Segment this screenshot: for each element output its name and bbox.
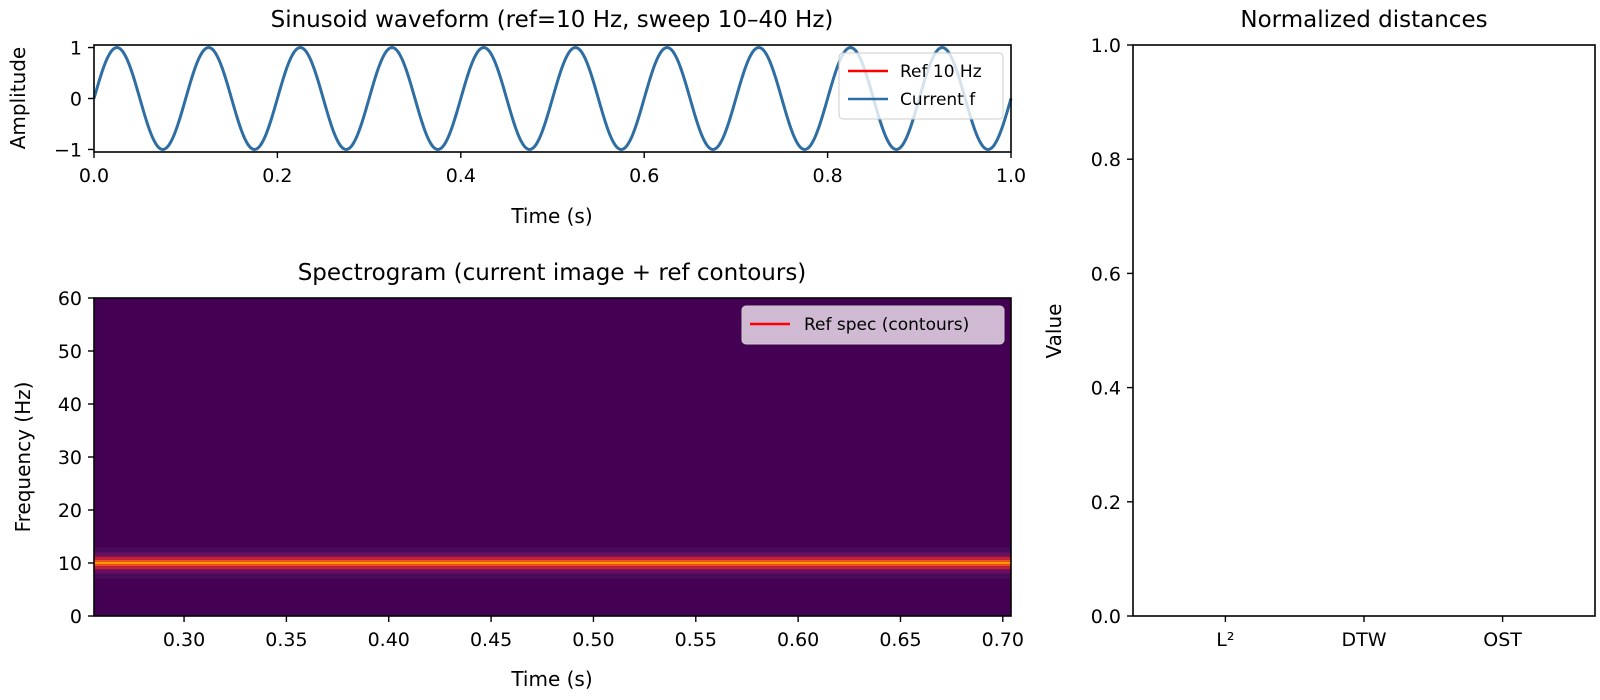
distances-xtick-label: DTW <box>1341 629 1386 651</box>
waveform-ytick-label: 1 <box>70 38 82 60</box>
spectrogram-legend: Ref spec (contours) <box>741 305 1005 345</box>
waveform-legend: Ref 10 Hz Current f <box>838 52 1004 120</box>
spectrogram-xtick-label: 0.55 <box>675 629 717 651</box>
spectrogram-ytick-label: 0 <box>70 606 82 628</box>
distances-ytick-label: 0.0 <box>1091 606 1121 628</box>
spectrogram-xtick-label: 0.70 <box>982 629 1024 651</box>
waveform-ytick-label: 0 <box>70 89 82 111</box>
spectrogram-xtick-label: 0.35 <box>265 629 307 651</box>
distances-ytick-label: 0.2 <box>1091 492 1121 514</box>
spectrogram-title: Spectrogram (current image + ref contour… <box>298 260 807 286</box>
spectrogram-band <box>94 573 1011 579</box>
legend-label-ref: Ref 10 Hz <box>900 62 982 82</box>
distances-ytick-label: 0.4 <box>1091 378 1121 400</box>
distances-ytick-label: 0.6 <box>1091 263 1121 285</box>
waveform-xtick-label: 0.2 <box>262 165 292 187</box>
waveform-xtick-label: 0.8 <box>812 165 842 187</box>
spectrogram-ytick-label: 40 <box>58 394 82 416</box>
spectrogram-xtick-label: 0.40 <box>368 629 410 651</box>
distances-xtick-label: OST <box>1483 629 1522 651</box>
distances-plot-area <box>1133 45 1595 616</box>
spectrogram-ytick-label: 10 <box>58 553 82 575</box>
legend-label-current: Current f <box>900 90 976 110</box>
spectrogram-band <box>94 559 1011 562</box>
distances-title: Normalized distances <box>1240 7 1487 33</box>
spectrogram-ylabel: Frequency (Hz) <box>11 382 35 533</box>
waveform-panel: Sinusoid waveform (ref=10 Hz, sweep 10–4… <box>6 7 1026 228</box>
waveform-xlabel: Time (s) <box>510 204 592 228</box>
distances-ylabel: Value <box>1042 304 1066 359</box>
distances-xtick-label: L² <box>1216 629 1234 651</box>
spectrogram-band <box>94 564 1011 567</box>
spectrogram-xtick-label: 0.30 <box>163 629 205 651</box>
spectrogram-band <box>94 547 1011 553</box>
spectrogram-band <box>94 569 1011 574</box>
spectrogram-band <box>94 556 1011 560</box>
waveform-xtick-label: 0.4 <box>446 165 476 187</box>
waveform-ytick-label: −1 <box>54 139 82 161</box>
spectrogram-legend-box <box>741 305 1005 345</box>
spectrogram-xlabel: Time (s) <box>510 667 592 691</box>
spectrogram-ytick-label: 60 <box>58 288 82 310</box>
waveform-legend-box <box>838 52 1004 120</box>
spectrogram-panel: Spectrogram (current image + ref contour… <box>11 260 1024 691</box>
spectrogram-band <box>94 566 1011 570</box>
distances-panel: Normalized distances L² DTW OST 0.0 0.2 0.4 0… <box>1042 7 1596 651</box>
spectrogram-ytick-label: 50 <box>58 341 82 363</box>
waveform-ylabel: Amplitude <box>6 47 30 150</box>
waveform-xtick-label: 0.6 <box>629 165 659 187</box>
spectrogram-xtick-label: 0.60 <box>777 629 819 651</box>
waveform-xtick-label: 0.0 <box>79 165 109 187</box>
spectrogram-xtick-label: 0.50 <box>572 629 614 651</box>
spectrogram-band <box>94 552 1011 557</box>
waveform-title: Sinusoid waveform (ref=10 Hz, sweep 10–4… <box>271 7 834 33</box>
distances-ytick-label: 0.8 <box>1091 149 1121 171</box>
legend-label-ref-spec: Ref spec (contours) <box>804 315 969 335</box>
spectrogram-ytick-label: 20 <box>58 500 82 522</box>
waveform-xtick-label: 1.0 <box>996 165 1026 187</box>
spectrogram-ytick-label: 30 <box>58 447 82 469</box>
distances-ytick-label: 1.0 <box>1091 35 1121 57</box>
spectrogram-xtick-label: 0.45 <box>470 629 512 651</box>
spectrogram-xtick-label: 0.65 <box>879 629 921 651</box>
